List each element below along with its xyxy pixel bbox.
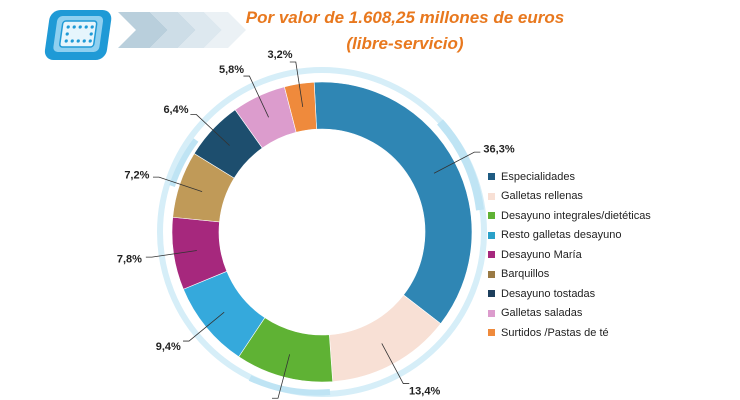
chip-icon	[44, 10, 112, 60]
legend-swatch	[488, 329, 495, 337]
donut-slices	[171, 81, 473, 383]
legend-label: Surtidos /Pastas de té	[501, 326, 609, 339]
legend-swatch	[488, 309, 495, 317]
slice-value-labels: 36,3%13,4%10,5%9,4%7,8%7,2%6,4%5,8%3,2%	[117, 49, 515, 399]
header-chevron-banner	[44, 10, 246, 60]
chart-title: Por valor de 1.608,25 millones de euros	[245, 8, 565, 27]
value-label-barquillos: 7,2%	[124, 170, 149, 182]
legend-item-galletas-saladas: Galletas saladas	[488, 304, 728, 324]
legend-label: Desayuno María	[501, 248, 582, 261]
legend-label: Desayuno integrales/dietéticas	[501, 209, 651, 222]
legend-label: Barquillos	[501, 268, 550, 281]
legend-item-resto-galletas-desayuno: Resto galletas desayuno	[488, 226, 728, 246]
legend-item-barquillos: Barquillos	[488, 265, 728, 285]
value-label-especialidades: 9,4%	[156, 341, 181, 353]
legend-label: Galletas saladas	[501, 307, 583, 320]
chevron-arrows	[118, 12, 246, 48]
legend-item-surtidos-pastas-de-te: Surtidos /Pastas de té	[488, 323, 728, 343]
legend-item-desayuno-maria: Desayuno María	[488, 245, 728, 265]
legend-swatch	[488, 251, 495, 259]
leader-line-galletas-rellenas	[381, 343, 410, 384]
legend-label: Resto galletas desayuno	[501, 229, 622, 242]
leader-line-especialidades	[183, 311, 225, 342]
legend-label: Desayuno tostadas	[501, 287, 596, 300]
value-label-galletas-saladas: 5,8%	[219, 64, 244, 76]
slice-surtidos-pastas-de-te	[284, 81, 317, 133]
value-label-galletas-rellenas: 13,4%	[409, 386, 440, 398]
legend-item-desayuno-integrales-dieteticas: Desayuno integrales/dietéticas	[488, 206, 728, 226]
legend-item-especialidades: Especialidades	[488, 167, 728, 187]
leader-line-galletas-saladas	[243, 75, 269, 118]
leader-line-resto-galletas-desayuno	[433, 151, 481, 174]
legend-swatch	[488, 270, 495, 278]
legend-swatch	[488, 231, 495, 239]
slice-resto-galletas-desayuno	[313, 81, 473, 325]
decorative-rings	[157, 67, 487, 397]
chart-legend: Especialidades Galletas rellenas Desayuno …	[488, 167, 728, 343]
legend-label: Especialidades	[501, 170, 575, 183]
legend-item-galletas-rellenas: Galletas rellenas	[488, 187, 728, 207]
legend-swatch	[488, 173, 495, 181]
leader-line-surtidos-pastas-de-te	[289, 61, 304, 108]
legend-swatch	[488, 212, 495, 220]
value-label-resto-galletas-desayuno: 36,3%	[483, 143, 514, 155]
value-label-desayuno-maria: 7,8%	[117, 253, 142, 265]
leader-line-desayuno-integrales-dieteticas	[272, 354, 291, 399]
value-label-surtidos-pastas-de-te: 3,2%	[268, 49, 293, 61]
legend-swatch	[488, 290, 495, 298]
legend-label: Galletas rellenas	[501, 190, 583, 203]
legend-swatch	[488, 192, 495, 200]
legend-item-desayuno-tostadas: Desayuno tostadas	[488, 284, 728, 304]
chart-subtitle: (libre-servicio)	[346, 34, 464, 53]
value-label-desayuno-tostadas: 6,4%	[163, 104, 188, 116]
leader-line-desayuno-tostadas	[190, 114, 230, 146]
leader-line-desayuno-maria	[145, 250, 197, 258]
leader-line-barquillos	[152, 176, 203, 193]
